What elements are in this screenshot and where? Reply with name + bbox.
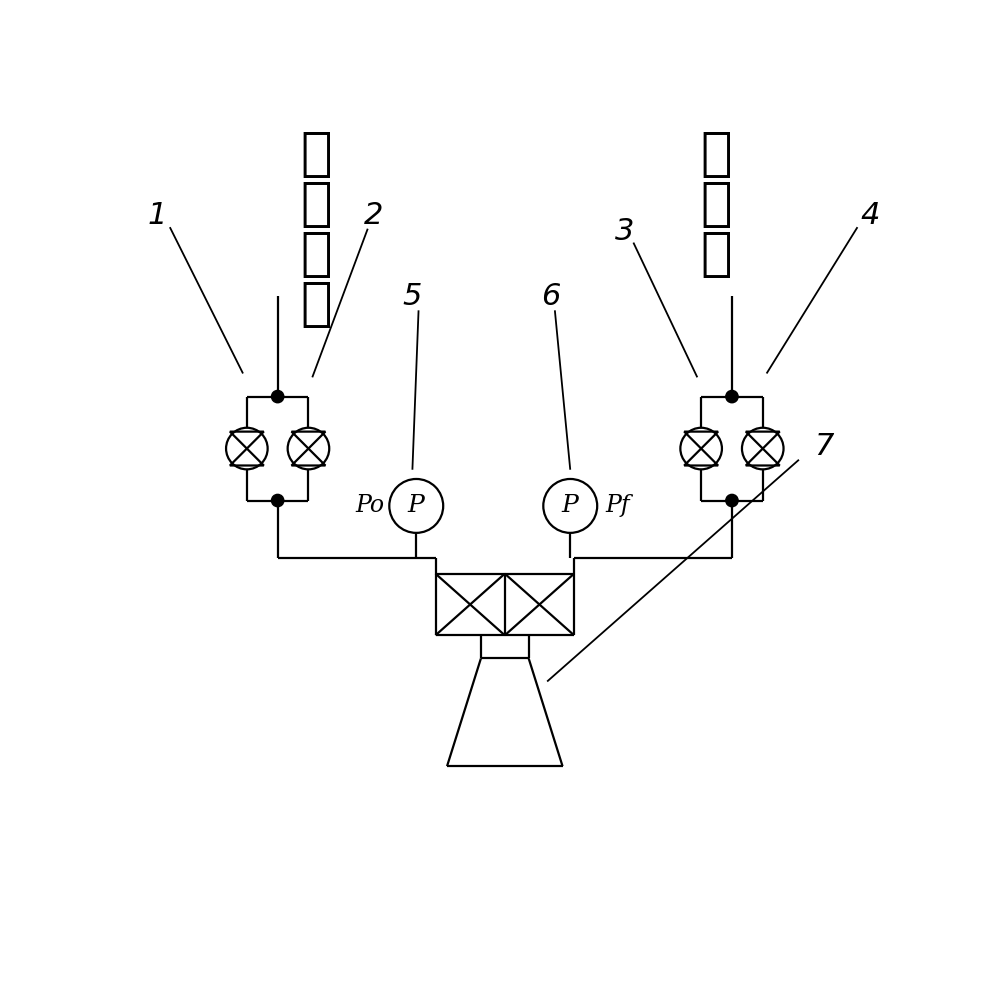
- Text: 氧: 氧: [300, 128, 332, 180]
- Text: 2: 2: [364, 201, 384, 230]
- Text: 燃: 燃: [701, 128, 732, 180]
- Text: 6: 6: [541, 282, 561, 311]
- Text: 化: 化: [300, 178, 332, 230]
- Text: 路: 路: [701, 228, 732, 280]
- Text: 3: 3: [614, 216, 634, 246]
- Circle shape: [726, 391, 738, 403]
- Text: Pf: Pf: [606, 494, 630, 518]
- Text: 1: 1: [147, 201, 166, 230]
- Text: 5: 5: [403, 282, 422, 311]
- Circle shape: [271, 391, 284, 403]
- Text: P: P: [562, 494, 579, 518]
- Circle shape: [726, 494, 738, 507]
- Text: Po: Po: [355, 494, 385, 518]
- Circle shape: [271, 494, 284, 507]
- Text: 7: 7: [815, 432, 834, 462]
- Text: 料: 料: [701, 178, 732, 230]
- Text: 剂: 剂: [300, 228, 332, 280]
- Text: 4: 4: [861, 201, 880, 230]
- Text: 路: 路: [300, 278, 332, 330]
- Text: P: P: [408, 494, 425, 518]
